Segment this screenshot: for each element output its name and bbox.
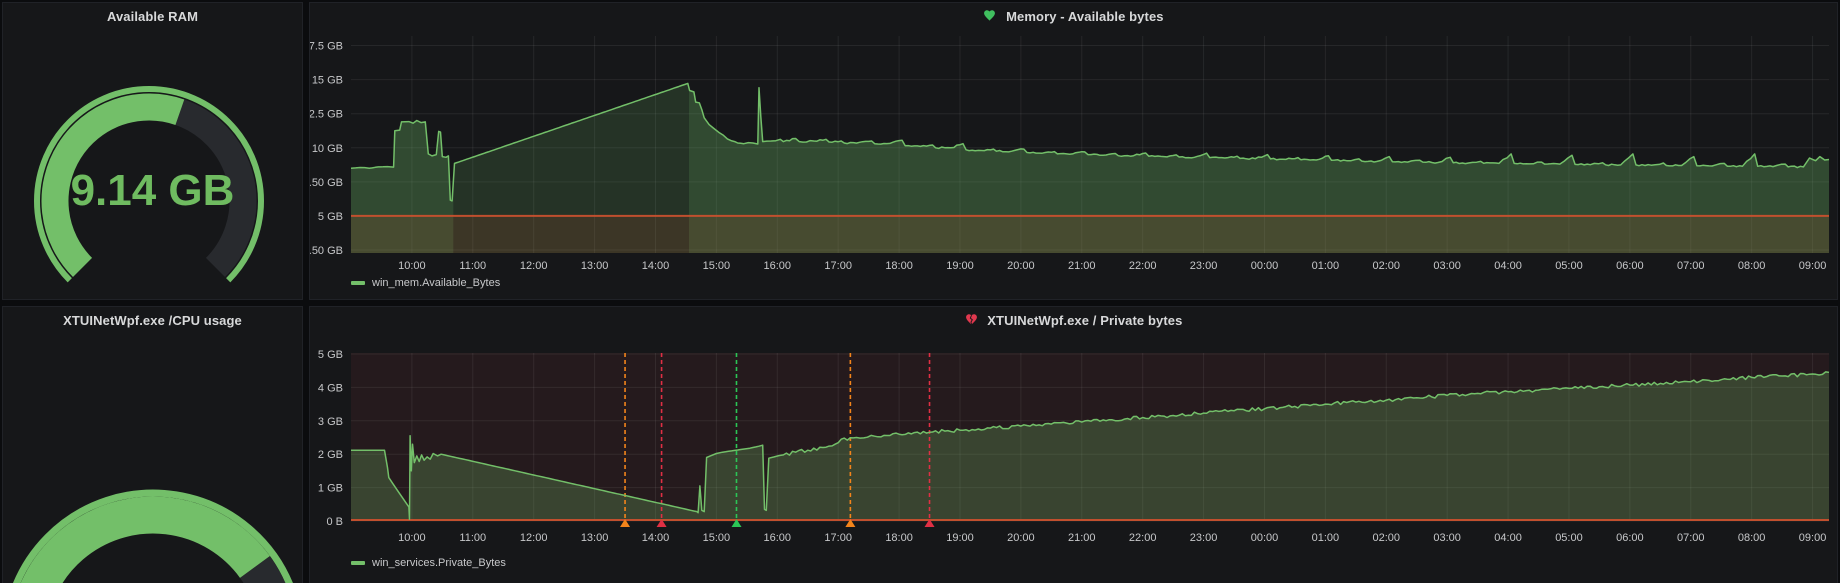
x-tick-label: 23:00 (1190, 532, 1218, 544)
x-tick-label: 10:00 (398, 532, 426, 544)
x-tick-label: 07:00 (1677, 260, 1705, 272)
x-tick-label: 21:00 (1068, 260, 1096, 272)
y-tick-label: 2.50 GB (310, 245, 343, 257)
y-tick-label: 3 GB (318, 416, 343, 428)
x-tick-label: 06:00 (1616, 532, 1644, 544)
x-tick-label: 16:00 (764, 260, 792, 272)
panel-memory-available-bytes: Memory - Available bytes 10:00 11:00 12:00… (309, 2, 1838, 300)
x-tick-label: 20:00 (1007, 260, 1035, 272)
x-tick-label: 22:00 (1129, 260, 1157, 272)
panel-title-memory[interactable]: Memory - Available bytes (310, 9, 1837, 25)
panel-cpu-usage: XTUINetWpf.exe /CPU usage (2, 306, 303, 583)
x-tick-label: 13:00 (581, 260, 609, 272)
x-tick-label: 10:00 (398, 260, 426, 272)
x-tick-label: 14:00 (642, 532, 670, 544)
x-tick-label: 00:00 (1251, 260, 1279, 272)
x-tick-label: 20:00 (1007, 532, 1035, 544)
grafana-dashboard: Available RAM 9.14 GB Memory - Available… (0, 0, 1840, 583)
legend-memory[interactable]: win_mem.Available_Bytes (351, 277, 500, 289)
y-tick-label: 1 GB (318, 483, 343, 495)
y-tick-label: 15 GB (312, 75, 343, 87)
panel-title-private-bytes[interactable]: XTUINetWpf.exe / Private bytes (310, 313, 1837, 329)
x-tick-label: 13:00 (581, 532, 609, 544)
y-tick-label: 0 B (326, 516, 343, 528)
x-tick-label: 04:00 (1494, 532, 1522, 544)
x-tick-label: 19:00 (946, 260, 974, 272)
x-tick-label: 08:00 (1738, 532, 1766, 544)
x-tick-label: 15:00 (703, 532, 731, 544)
x-tick-label: 02:00 (1373, 260, 1401, 272)
x-tick-label: 09:00 (1799, 532, 1827, 544)
x-tick-label: 17:00 (824, 532, 852, 544)
x-tick-label: 11:00 (459, 532, 486, 544)
y-tick-label: 7.50 GB (310, 177, 343, 189)
panel-title-cpu-usage[interactable]: XTUINetWpf.exe /CPU usage (3, 313, 302, 328)
x-tick-label: 12:00 (520, 260, 548, 272)
x-tick-label: 18:00 (885, 532, 913, 544)
x-tick-label: 05:00 (1555, 532, 1583, 544)
x-tick-label: 00:00 (1251, 532, 1279, 544)
below-threshold-tint (351, 216, 1829, 253)
x-tick-label: 06:00 (1616, 260, 1644, 272)
x-tick-label: 21:00 (1068, 532, 1096, 544)
panel-title-available-ram[interactable]: Available RAM (3, 9, 302, 24)
panel-title-text: Available RAM (107, 9, 198, 24)
green-heart-icon (983, 9, 996, 25)
x-tick-label: 05:00 (1555, 260, 1583, 272)
x-tick-label: 16:00 (764, 532, 792, 544)
x-tick-label: 22:00 (1129, 532, 1157, 544)
series-swatch (351, 281, 365, 285)
series-label: win_services.Private_Bytes (372, 557, 506, 569)
memory-chart-plot[interactable]: 10:00 11:00 12:00 13:00 14:00 15:00 16:00 17:00… (310, 3, 1838, 300)
x-tick-label: 07:00 (1677, 532, 1705, 544)
x-tick-label: 04:00 (1494, 260, 1522, 272)
broken-heart-icon (965, 313, 978, 329)
x-tick-label: 23:00 (1190, 260, 1218, 272)
y-tick-label: 5 GB (318, 211, 343, 223)
y-tick-label: 10 GB (312, 143, 343, 155)
x-tick-label: 19:00 (946, 532, 974, 544)
y-tick-label: 4 GB (318, 382, 343, 394)
private-bytes-chart-plot[interactable]: 10:00 11:00 12:00 13:00 14:00 15:00 16:00 17:00… (310, 307, 1838, 583)
x-tick-label: 01:00 (1312, 532, 1340, 544)
panel-title-text: XTUINetWpf.exe / Private bytes (987, 313, 1182, 328)
x-tick-label: 17:00 (824, 260, 852, 272)
legend-private-bytes[interactable]: win_services.Private_Bytes (351, 557, 506, 569)
x-tick-label: 12:00 (520, 532, 548, 544)
y-tick-label: 2 GB (318, 449, 343, 461)
ram-gauge (3, 3, 303, 300)
panel-title-text: XTUINetWpf.exe /CPU usage (63, 313, 242, 328)
x-tick-label: 03:00 (1433, 532, 1461, 544)
y-tick-label: 17.5 GB (310, 41, 343, 53)
x-tick-label: 11:00 (459, 260, 486, 272)
x-tick-label: 18:00 (885, 260, 913, 272)
panel-title-text: Memory - Available bytes (1006, 9, 1164, 24)
series-swatch (351, 561, 365, 565)
series-label: win_mem.Available_Bytes (372, 277, 500, 289)
y-tick-label: 5 GB (318, 349, 343, 361)
x-tick-label: 15:00 (703, 260, 731, 272)
panel-available-ram: Available RAM 9.14 GB (2, 2, 303, 300)
x-tick-label: 08:00 (1738, 260, 1766, 272)
x-tick-label: 01:00 (1312, 260, 1340, 272)
x-tick-label: 09:00 (1799, 260, 1827, 272)
y-tick-label: 12.5 GB (310, 109, 343, 121)
x-tick-label: 14:00 (642, 260, 670, 272)
ram-gauge-value: 9.14 GB (3, 166, 302, 216)
x-tick-label: 03:00 (1433, 260, 1461, 272)
cpu-gauge (3, 307, 303, 583)
panel-private-bytes: XTUINetWpf.exe / Private bytes 10:00 11:0… (309, 306, 1838, 583)
x-tick-label: 02:00 (1373, 532, 1401, 544)
